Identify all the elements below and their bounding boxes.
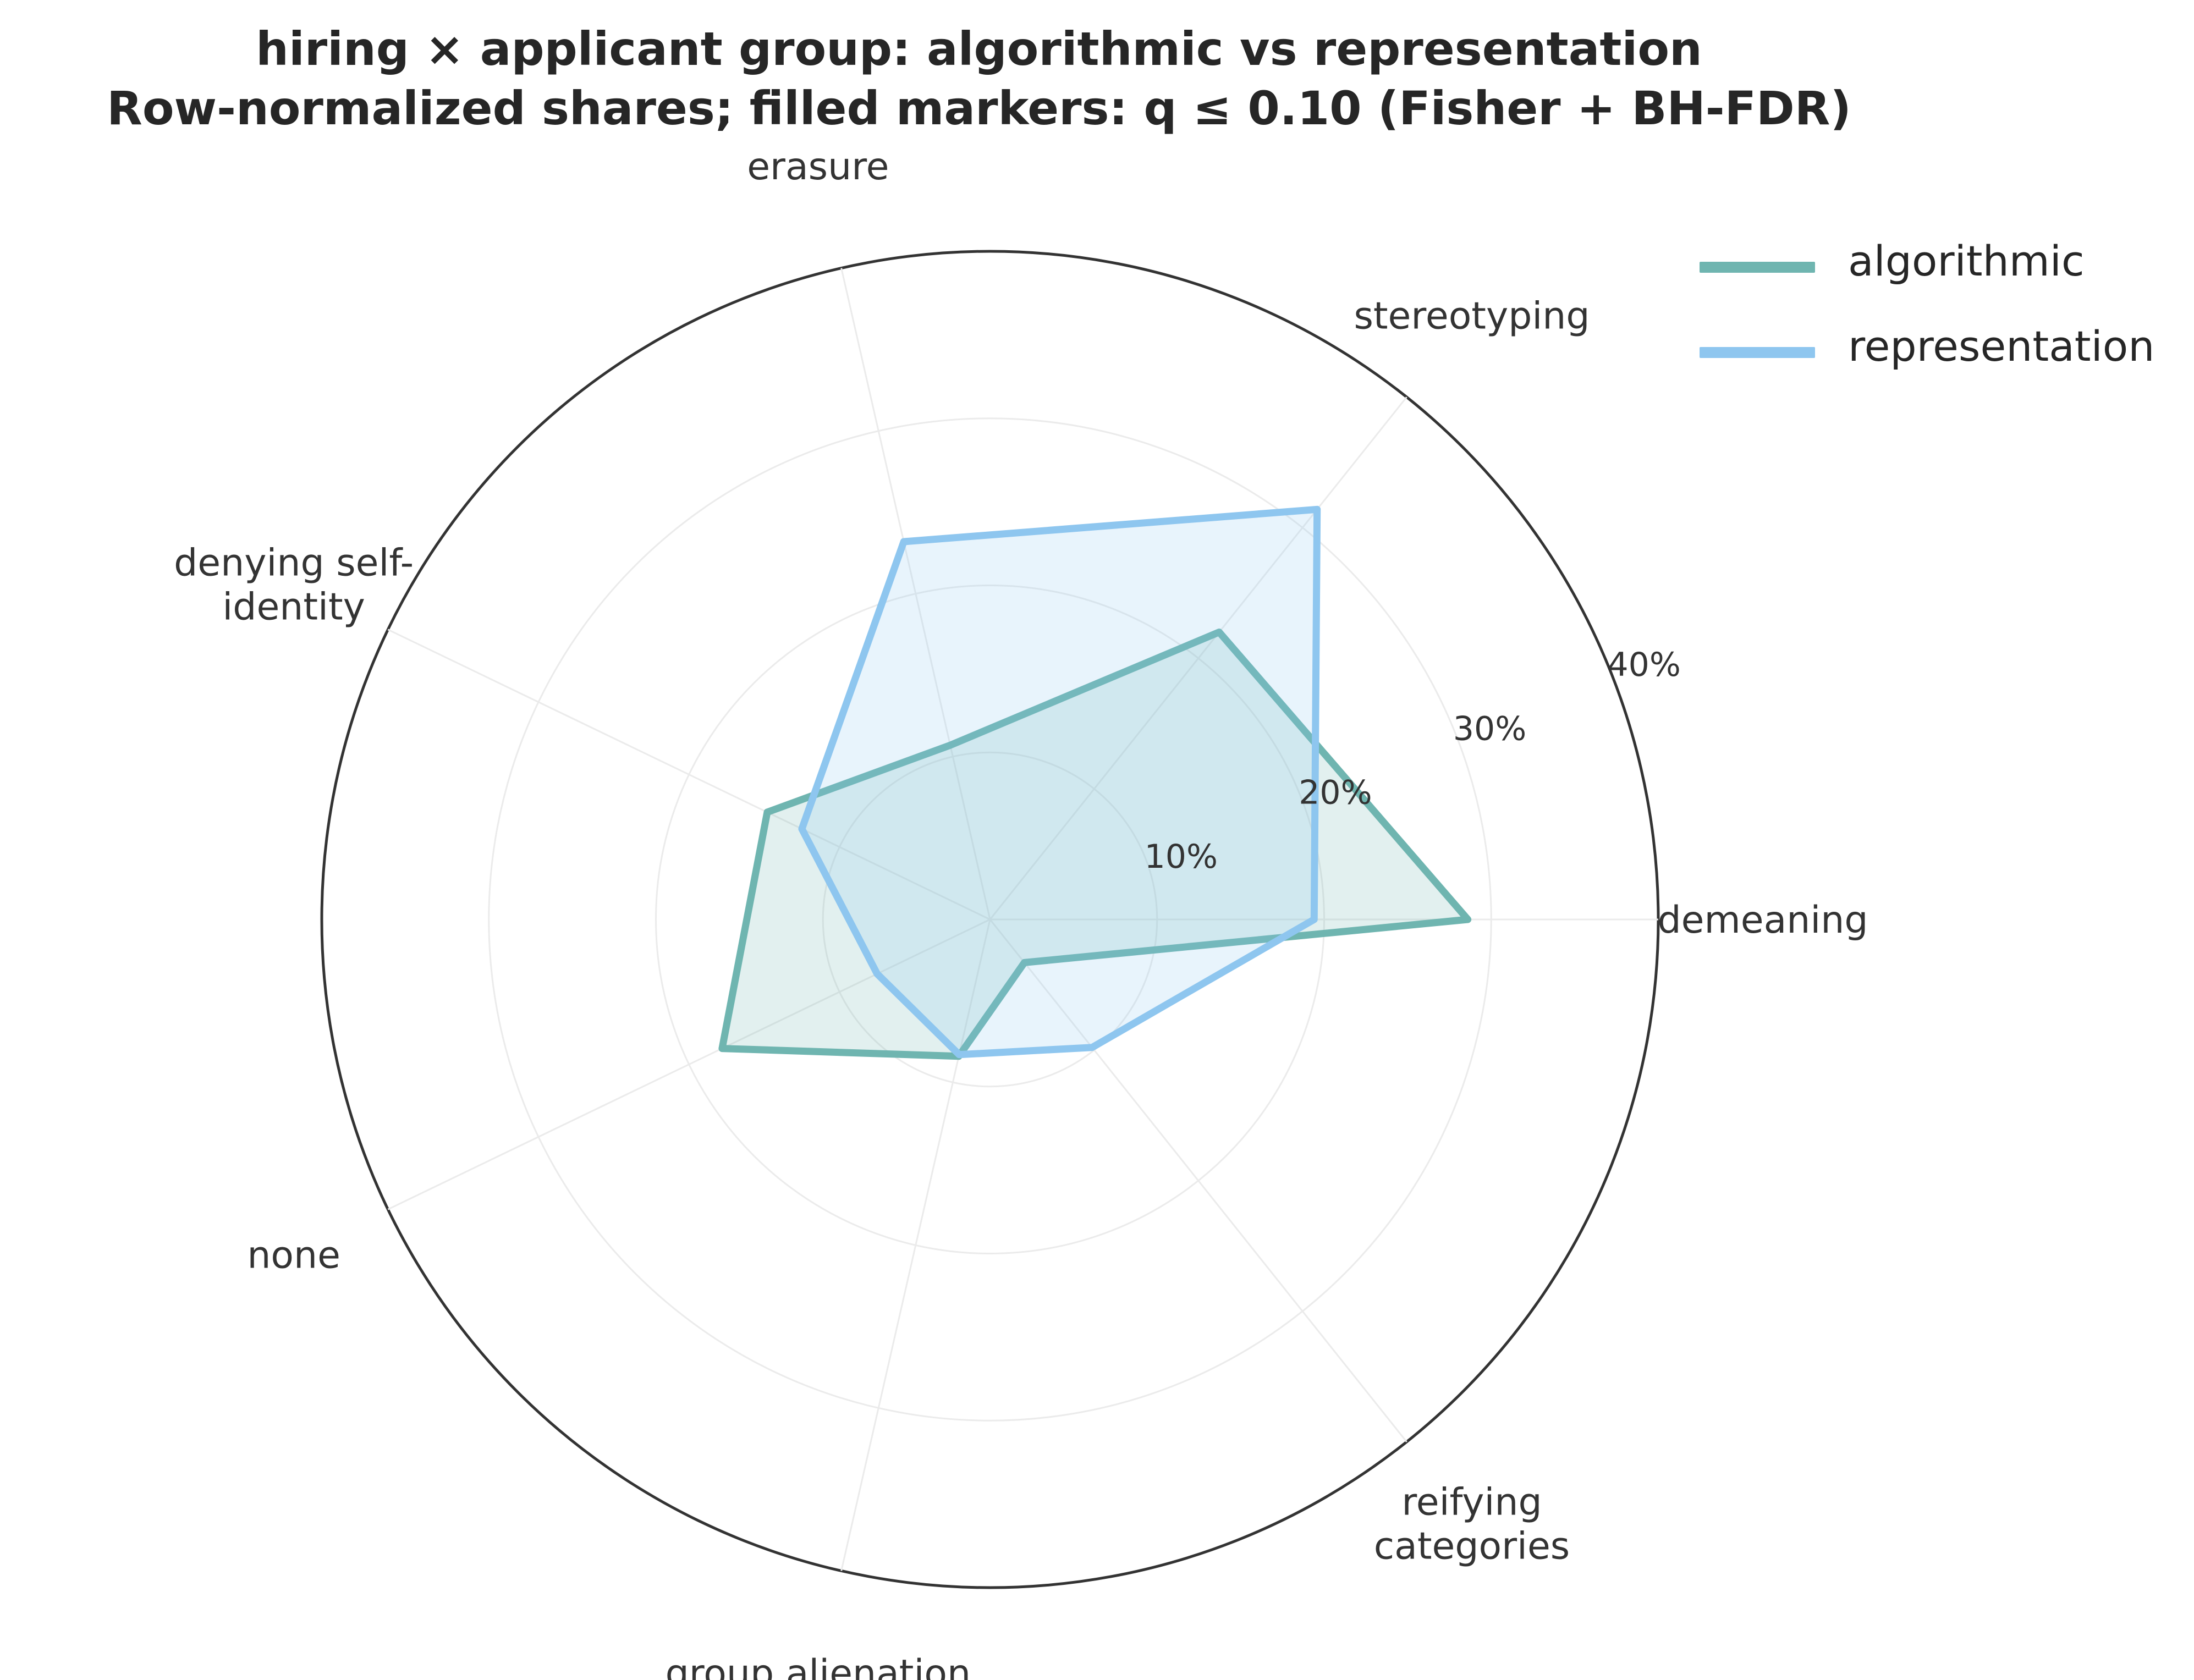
chart-title: hiring × applicant group: algorithmic vs… (256, 22, 1702, 76)
legend-swatch-representation (1700, 347, 1815, 358)
point-representation-stereotyping (1314, 506, 1320, 513)
spoke-erasure (840, 268, 991, 920)
r-tick-label-10: 10% (1145, 838, 1218, 876)
point-representation-group-alienation (956, 1051, 962, 1057)
category-label-demeaning: demeaning (1658, 899, 1868, 942)
category-label-stereotyping: stereotyping (1354, 295, 1590, 338)
legend-label-representation: representation (1848, 322, 2155, 371)
spoke-stereotyping (989, 396, 1407, 920)
r-tick-label-40: 40% (1608, 646, 1681, 684)
point-algorithmic-none (719, 1045, 725, 1051)
point-representation-erasure (901, 538, 907, 544)
radar-grid (320, 250, 1660, 1589)
series-representation-area (798, 505, 1321, 1059)
legend-swatch-algorithmic (1700, 262, 1815, 273)
point-representation-none (874, 971, 880, 977)
spoke-group-alienation (840, 919, 991, 1571)
point-representation-reifying-categories (1089, 1044, 1095, 1050)
point-algorithmic-reifying-categories (1021, 960, 1027, 966)
r-tick-label-30: 30% (1453, 709, 1526, 748)
legend-label-algorithmic: algorithmic (1848, 236, 2085, 285)
spoke-none (387, 918, 991, 1210)
spoke-denying-self-identity (387, 629, 991, 921)
series-algorithmic-area (718, 629, 1472, 1060)
r-tick-label-20: 20% (1299, 774, 1372, 812)
point-algorithmic-demeaning (1465, 917, 1471, 922)
point-representation-demeaning (1311, 917, 1317, 922)
spoke-reifying-categories (989, 919, 1407, 1442)
category-label-group-alienation: group alienation (666, 1652, 971, 1680)
category-label-reifying-categories: reifying categories (1374, 1480, 1570, 1568)
point-algorithmic-denying-self-identity (764, 809, 770, 815)
category-label-erasure: erasure (747, 145, 889, 189)
point-algorithmic-stereotyping (1216, 629, 1222, 635)
radar-series (718, 505, 1472, 1060)
category-label-denying-self-identity: denying self-identity (174, 541, 414, 629)
point-representation-denying-self-identity (799, 826, 805, 832)
chart-subtitle: Row-normalized shares; filled markers: q… (107, 81, 1851, 135)
point-algorithmic-erasure (947, 742, 953, 748)
radar-labels: 10% 20% 30% 40% demeaning stereotyping erasure… (174, 145, 1868, 1680)
category-label-none: none (247, 1234, 340, 1277)
